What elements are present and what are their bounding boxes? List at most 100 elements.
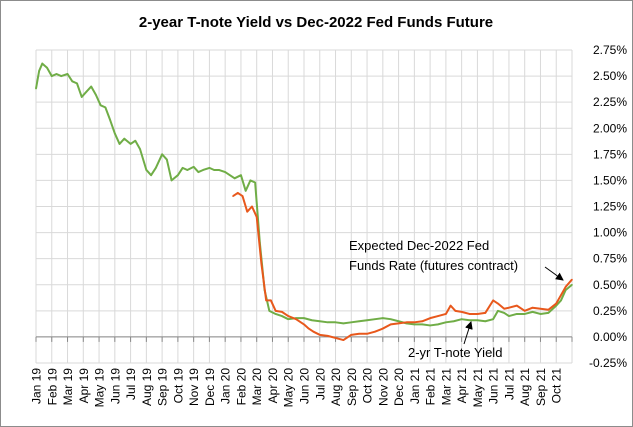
data-point bbox=[539, 313, 542, 315]
data-point bbox=[170, 179, 173, 182]
data-point bbox=[429, 324, 431, 327]
data-point bbox=[503, 307, 506, 310]
x-tick-label: Dec 19 bbox=[203, 368, 217, 406]
data-point bbox=[192, 166, 195, 168]
data-point bbox=[460, 318, 463, 320]
annotation-fed-funds-label: Funds Rate (futures contract) bbox=[349, 258, 518, 273]
data-point bbox=[334, 321, 337, 324]
data-point bbox=[35, 87, 37, 90]
data-point bbox=[437, 323, 439, 326]
data-point bbox=[382, 317, 384, 319]
x-tick-label: Nov 19 bbox=[187, 368, 201, 406]
data-point bbox=[326, 321, 329, 324]
data-point bbox=[161, 153, 163, 156]
data-point bbox=[389, 318, 392, 320]
data-point bbox=[547, 312, 550, 314]
data-point bbox=[421, 323, 424, 326]
data-point bbox=[274, 310, 277, 312]
data-point bbox=[449, 304, 452, 307]
data-point bbox=[560, 299, 562, 302]
annotation-fed-funds-label: Expected Dec-2022 Fed bbox=[349, 238, 489, 253]
data-point bbox=[413, 321, 416, 324]
x-tick-label: Mar 19 bbox=[61, 368, 75, 406]
y-tick-label: 1.25% bbox=[593, 200, 627, 214]
data-point bbox=[437, 315, 439, 317]
y-tick-label: 1.50% bbox=[593, 173, 627, 187]
data-point bbox=[229, 174, 231, 176]
data-point bbox=[497, 302, 499, 305]
x-tick-label: May 20 bbox=[282, 368, 296, 408]
data-point bbox=[334, 337, 337, 339]
y-tick-label: 1.75% bbox=[593, 147, 627, 161]
data-point bbox=[150, 174, 152, 176]
data-point bbox=[55, 73, 58, 75]
data-point bbox=[311, 319, 313, 322]
data-point bbox=[445, 321, 447, 324]
data-point bbox=[476, 319, 479, 322]
data-point bbox=[468, 319, 471, 322]
x-tick-label: Dec 20 bbox=[392, 368, 406, 406]
data-point bbox=[523, 313, 526, 315]
data-point bbox=[134, 139, 137, 142]
data-point bbox=[342, 339, 345, 341]
x-tick-label: Sep 21 bbox=[534, 368, 548, 406]
data-point bbox=[104, 106, 107, 109]
data-point bbox=[208, 167, 211, 169]
data-point bbox=[186, 169, 189, 171]
data-point bbox=[516, 313, 518, 315]
x-tick-label: Apr 19 bbox=[77, 368, 91, 404]
data-point bbox=[454, 310, 457, 312]
data-point bbox=[281, 315, 283, 317]
data-point bbox=[539, 307, 542, 310]
data-point bbox=[508, 306, 510, 309]
data-point bbox=[350, 321, 353, 324]
data-point bbox=[531, 311, 534, 313]
x-tick-label: Jan 19 bbox=[30, 368, 44, 404]
data-point bbox=[241, 195, 244, 197]
y-tick-label: -0.25% bbox=[589, 356, 627, 370]
data-point bbox=[405, 321, 408, 324]
data-point bbox=[118, 143, 121, 145]
data-point bbox=[246, 210, 249, 213]
data-point bbox=[358, 332, 360, 335]
data-point bbox=[274, 313, 277, 315]
y-tick-label: 2.00% bbox=[593, 121, 627, 135]
data-point bbox=[90, 85, 92, 88]
x-tick-label: Feb 19 bbox=[45, 368, 59, 406]
data-point bbox=[249, 179, 252, 182]
data-point bbox=[232, 195, 234, 197]
x-tick-label: Aug 21 bbox=[518, 368, 532, 406]
data-point bbox=[516, 304, 518, 307]
data-point bbox=[358, 320, 360, 323]
data-point bbox=[244, 190, 247, 192]
data-point bbox=[260, 263, 263, 265]
data-point bbox=[236, 192, 239, 194]
x-tick-label: Jun 19 bbox=[108, 368, 122, 404]
data-point bbox=[80, 96, 83, 98]
x-tick-label: May 21 bbox=[471, 368, 485, 408]
data-point bbox=[560, 294, 562, 296]
x-tick-label: Apr 20 bbox=[266, 368, 280, 404]
data-point bbox=[555, 302, 558, 305]
annotation-tnote-label: 2-yr T-note Yield bbox=[408, 345, 502, 360]
data-point bbox=[307, 327, 310, 330]
data-point bbox=[202, 169, 204, 171]
data-point bbox=[38, 70, 40, 72]
data-point bbox=[503, 312, 506, 314]
data-point bbox=[497, 310, 499, 312]
data-point bbox=[114, 132, 116, 135]
data-point bbox=[564, 286, 567, 288]
x-tick-label: Oct 19 bbox=[171, 368, 185, 404]
annotation-arrow-tnote bbox=[463, 321, 473, 345]
data-point bbox=[429, 317, 431, 319]
data-point bbox=[99, 104, 102, 107]
data-point bbox=[50, 75, 53, 77]
data-point bbox=[224, 171, 226, 173]
x-tick-label: Aug 19 bbox=[140, 368, 154, 406]
data-point bbox=[95, 94, 97, 96]
data-point bbox=[265, 299, 267, 302]
data-point bbox=[555, 304, 558, 307]
x-tick-label: Mar 21 bbox=[439, 368, 453, 406]
y-tick-label: 2.25% bbox=[593, 95, 627, 109]
